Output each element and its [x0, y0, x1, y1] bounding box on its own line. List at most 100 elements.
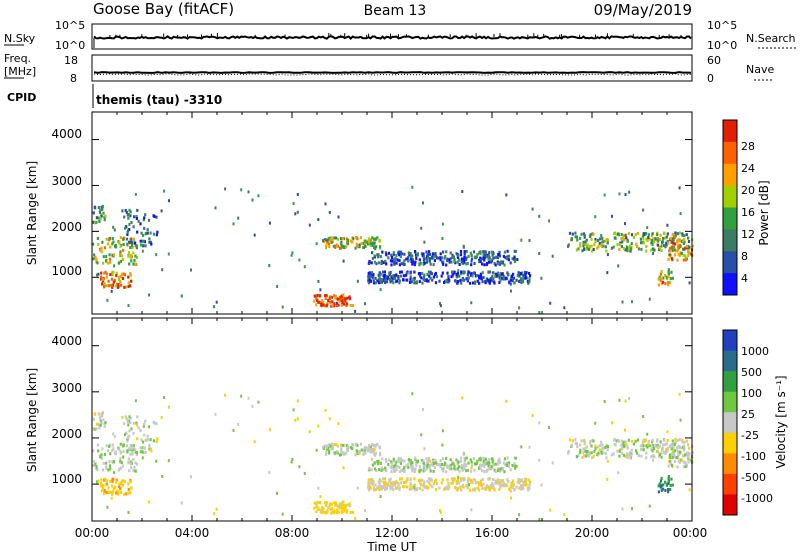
echo-cell	[450, 260, 453, 264]
echo-cell	[470, 460, 473, 464]
echo-cell	[418, 280, 421, 284]
echo-cell	[659, 272, 663, 276]
echo-cell	[528, 239, 531, 242]
echo-cell	[461, 190, 464, 193]
echo-cell	[416, 253, 419, 257]
echo-cell	[373, 448, 376, 452]
echo-cell	[398, 259, 401, 263]
echo-cell	[356, 279, 359, 283]
echo-cell	[344, 297, 347, 301]
echo-cell	[529, 274, 532, 278]
echo-cell	[340, 242, 343, 246]
echo-cell	[417, 272, 420, 276]
echo-cell	[509, 485, 512, 489]
echo-cell	[421, 254, 424, 258]
echo-cell	[682, 465, 685, 469]
echo-cell	[431, 485, 434, 489]
echo-cell	[115, 274, 118, 278]
echo-cell	[664, 443, 667, 447]
echo-cell	[375, 245, 378, 249]
echo-cell	[621, 300, 624, 304]
echo-cell	[597, 451, 600, 455]
echo-cell	[451, 274, 454, 278]
echo-cell	[602, 446, 605, 450]
echo-cell	[290, 460, 293, 464]
echo-cell	[99, 482, 103, 486]
echo-cell	[647, 233, 650, 237]
echo-cell	[322, 303, 325, 307]
echo-cell	[294, 212, 297, 216]
echo-cell	[498, 487, 501, 491]
echo-cell	[354, 236, 357, 240]
echo-cell	[671, 249, 674, 253]
echo-cell	[481, 262, 484, 266]
echo-cell	[119, 451, 122, 455]
echo-cell	[672, 452, 675, 456]
echo-cell	[616, 243, 619, 246]
echo-cell	[451, 253, 454, 257]
echo-cell	[519, 485, 522, 489]
echo-cell	[345, 237, 348, 241]
echo-cell	[528, 486, 531, 490]
echo-cell	[519, 272, 522, 276]
echo-cell	[122, 455, 125, 459]
echo-cell	[666, 232, 669, 236]
echo-cell	[663, 438, 666, 442]
echo-cell	[676, 239, 679, 243]
echo-cell	[268, 264, 271, 268]
echo-cell	[487, 257, 490, 261]
echo-cell	[584, 240, 587, 244]
echo-cell	[100, 484, 103, 488]
echo-cell	[463, 260, 466, 264]
echo-cell	[482, 462, 486, 466]
echo-cell	[127, 461, 130, 465]
echo-cell	[119, 457, 122, 461]
echo-cell	[606, 448, 609, 452]
echo-cell	[441, 271, 444, 275]
echo-cell	[317, 424, 320, 428]
echo-cell	[134, 241, 137, 245]
echo-cell	[392, 258, 395, 262]
echo-cell	[469, 251, 472, 255]
echo-cell	[432, 253, 435, 257]
echo-cell	[303, 265, 306, 269]
echo-cell	[677, 244, 680, 247]
echo-cell	[636, 245, 639, 248]
echo-cell	[146, 434, 149, 438]
echo-cell	[624, 428, 626, 432]
echo-cell	[476, 274, 479, 277]
echo-cell	[677, 450, 680, 454]
echo-cell	[497, 459, 500, 463]
echo-cell	[124, 433, 126, 437]
echo-cell	[497, 253, 500, 256]
echo-cell	[444, 461, 447, 465]
echo-cell	[426, 479, 429, 483]
echo-cell	[640, 247, 643, 251]
echo-cell	[330, 442, 333, 446]
echo-cell	[109, 245, 112, 249]
echo-cell	[684, 462, 687, 466]
echo-cell	[325, 244, 328, 248]
echo-cell	[390, 263, 393, 267]
echo-cell	[432, 462, 436, 465]
echo-cell	[628, 397, 631, 401]
echo-cell	[398, 470, 401, 474]
echo-cell	[577, 247, 580, 251]
noise-left-tick-bottom: 10^0	[55, 39, 85, 52]
echo-cell	[665, 275, 668, 279]
power-panel-frame	[91, 111, 693, 315]
echo-cell	[611, 214, 613, 218]
echo-cell	[484, 251, 487, 255]
echo-cell	[422, 469, 425, 473]
echo-cell	[479, 466, 482, 470]
echo-cell	[148, 237, 151, 241]
echo-cell	[281, 512, 284, 516]
echo-cell	[119, 252, 122, 256]
echo-cell	[92, 211, 95, 215]
echo-cell	[511, 464, 514, 467]
echo-cell	[344, 299, 347, 303]
echo-cell	[462, 271, 465, 275]
vel-ytick-4000: 4000	[51, 334, 82, 348]
echo-cell	[120, 254, 123, 258]
echo-cell	[487, 260, 491, 264]
